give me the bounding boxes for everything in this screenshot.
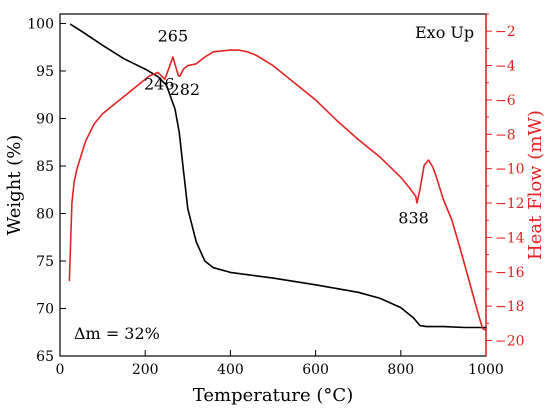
x-tick-label: 600 — [302, 362, 329, 378]
y-axis-left-label: Weight (%) — [4, 135, 25, 236]
y-left-tick-label: 85 — [36, 159, 54, 175]
y-left-tick-label: 90 — [36, 112, 54, 128]
x-tick-label: 800 — [387, 362, 414, 378]
x-tick-label: 200 — [132, 362, 159, 378]
y-right-tick-label: −4 — [495, 59, 516, 75]
x-tick-label: 0 — [56, 362, 65, 378]
y-right-tick-label: −2 — [495, 24, 516, 40]
y-right-tick-label: −18 — [495, 299, 525, 315]
x-tick-label: 1000 — [468, 362, 504, 378]
y-left-tick-label: 95 — [36, 64, 54, 80]
series-layer — [68, 23, 487, 332]
x-tick-label: 400 — [217, 362, 244, 378]
y-left-tick-label: 65 — [36, 349, 54, 365]
y-right-tick-label: −6 — [495, 93, 516, 109]
peak-annotation: 246 — [144, 75, 175, 94]
y-right-tick-label: −10 — [495, 162, 525, 178]
plot-frame — [59, 13, 487, 357]
weight-line — [69, 23, 487, 329]
heat-flow-line — [68, 49, 487, 332]
y-right-tick-label: −12 — [495, 196, 525, 212]
peak-annotation: 282 — [170, 80, 201, 99]
y-axis-right: −20 −18 −16 −14 −12 −10 −8 −6 −4 −2 — [485, 13, 525, 356]
y-right-tick-label: −16 — [495, 265, 525, 281]
y-left-tick-label: 100 — [27, 17, 54, 33]
y-right-tick-label: −14 — [495, 230, 525, 246]
y-axis-left: 65 70 75 80 85 90 95 100 — [27, 17, 66, 365]
legend-text: Exo Up — [415, 23, 474, 42]
plot-area — [59, 13, 487, 357]
y-left-tick-label: 70 — [36, 302, 54, 318]
y-right-tick-label: −20 — [495, 334, 525, 350]
peak-annotation: 265 — [158, 26, 189, 45]
peak-annotation: 838 — [398, 209, 429, 228]
y-left-tick-label: 80 — [36, 207, 54, 223]
x-axis-label: Temperature (°C) — [193, 385, 353, 406]
y-right-tick-label: −8 — [495, 127, 516, 143]
y-left-tick-label: 75 — [36, 254, 54, 270]
y-axis-right-label: Heat Flow (mW) — [525, 110, 546, 260]
delta-mass-label: Δm = 32% — [74, 324, 160, 343]
x-axis: 0 200 400 600 800 1000 — [56, 350, 504, 378]
